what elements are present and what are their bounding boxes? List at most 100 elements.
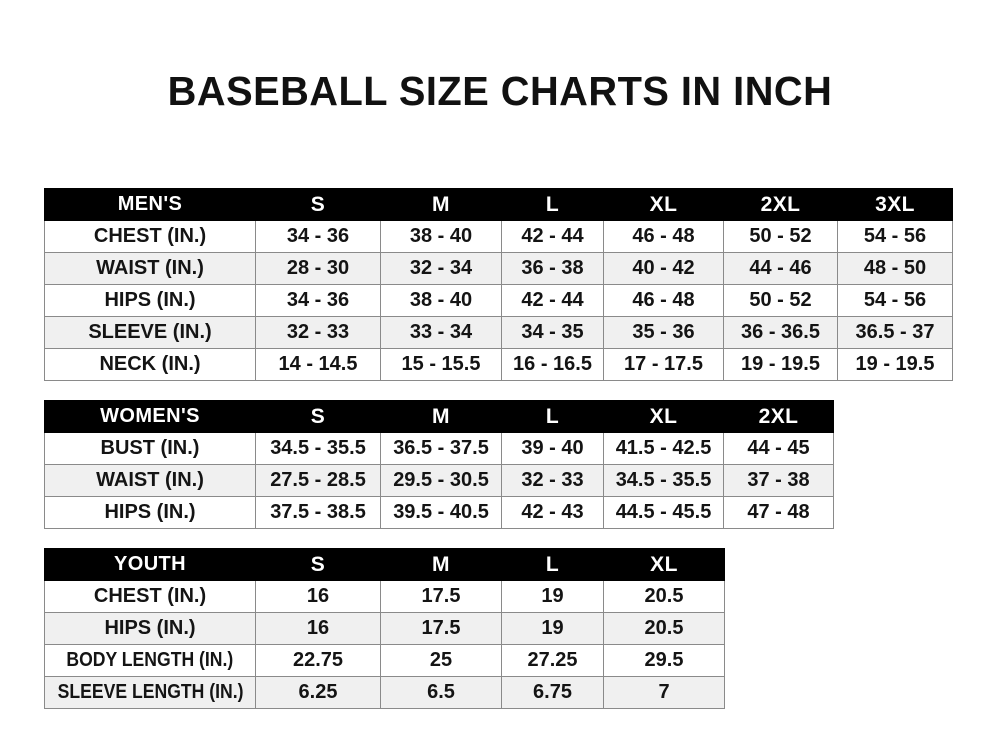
table-row: WAIST (IN.) 27.5 - 28.5 29.5 - 30.5 32 -… <box>44 464 834 497</box>
row-label: SLEEVE (IN.) <box>44 316 256 349</box>
table-cell: 40 - 42 <box>603 252 724 285</box>
table-cell: 54 - 56 <box>837 284 953 317</box>
mens-category-label: MEN'S <box>44 188 256 221</box>
womens-table-header-row: WOMEN'S S M L XL 2XL <box>44 400 834 433</box>
mens-table-header-row: MEN'S S M L XL 2XL 3XL <box>44 188 953 221</box>
table-cell: 15 - 15.5 <box>380 348 502 381</box>
table-cell: 42 - 44 <box>501 284 604 317</box>
row-label-text: SLEEVE LENGTH (IN.) <box>57 681 244 703</box>
table-cell: 46 - 48 <box>603 220 724 253</box>
table-cell: 32 - 33 <box>501 464 604 497</box>
table-cell: 22.75 <box>255 644 381 677</box>
row-label: WAIST (IN.) <box>44 252 256 285</box>
table-cell: 17.5 <box>380 612 502 645</box>
table-cell: 34.5 - 35.5 <box>255 432 381 465</box>
table-cell: 27.25 <box>501 644 604 677</box>
table-cell: 36.5 - 37 <box>837 316 953 349</box>
youth-size-header-l: L <box>501 548 604 581</box>
table-cell: 46 - 48 <box>603 284 724 317</box>
table-cell: 14 - 14.5 <box>255 348 381 381</box>
table-cell: 20.5 <box>603 580 725 613</box>
table-cell: 34 - 36 <box>255 220 381 253</box>
table-cell: 16 <box>255 612 381 645</box>
womens-size-header-m: M <box>380 400 502 433</box>
row-label: CHEST (IN.) <box>44 220 256 253</box>
table-cell: 17.5 <box>380 580 502 613</box>
womens-size-header-xl: XL <box>603 400 724 433</box>
mens-size-header-3xl: 3XL <box>837 188 953 221</box>
table-cell: 29.5 - 30.5 <box>380 464 502 497</box>
table-cell: 35 - 36 <box>603 316 724 349</box>
table-cell: 36 - 36.5 <box>723 316 838 349</box>
table-cell: 36.5 - 37.5 <box>380 432 502 465</box>
youth-table-header-row: YOUTH S M L XL <box>44 548 725 581</box>
table-row: NECK (IN.) 14 - 14.5 15 - 15.5 16 - 16.5… <box>44 348 953 381</box>
row-label-text: BODY LENGTH (IN.) <box>66 649 234 671</box>
table-cell: 6.25 <box>255 676 381 709</box>
mens-size-header-xl: XL <box>603 188 724 221</box>
mens-size-header-s: S <box>255 188 381 221</box>
table-cell: 6.5 <box>380 676 502 709</box>
womens-size-header-2xl: 2XL <box>723 400 834 433</box>
table-cell: 42 - 44 <box>501 220 604 253</box>
table-cell: 32 - 34 <box>380 252 502 285</box>
table-cell: 44 - 45 <box>723 432 834 465</box>
table-cell: 19 <box>501 580 604 613</box>
table-row: HIPS (IN.) 16 17.5 19 20.5 <box>44 612 725 645</box>
table-cell: 37 - 38 <box>723 464 834 497</box>
table-cell: 37.5 - 38.5 <box>255 496 381 529</box>
table-cell: 48 - 50 <box>837 252 953 285</box>
row-label: CHEST (IN.) <box>44 580 256 613</box>
womens-size-table: WOMEN'S S M L XL 2XL BUST (IN.) 34.5 - 3… <box>44 400 834 529</box>
table-cell: 19 <box>501 612 604 645</box>
table-cell: 34 - 36 <box>255 284 381 317</box>
table-cell: 38 - 40 <box>380 284 502 317</box>
row-label: NECK (IN.) <box>44 348 256 381</box>
table-cell: 25 <box>380 644 502 677</box>
table-row: BODY LENGTH (IN.) 22.75 25 27.25 29.5 <box>44 644 725 677</box>
youth-size-header-xl: XL <box>603 548 725 581</box>
table-cell: 41.5 - 42.5 <box>603 432 724 465</box>
table-cell: 20.5 <box>603 612 725 645</box>
youth-size-header-m: M <box>380 548 502 581</box>
table-cell: 50 - 52 <box>723 284 838 317</box>
womens-category-label: WOMEN'S <box>44 400 256 433</box>
table-cell: 28 - 30 <box>255 252 381 285</box>
womens-size-header-l: L <box>501 400 604 433</box>
row-label: BODY LENGTH (IN.) <box>44 644 256 677</box>
table-cell: 27.5 - 28.5 <box>255 464 381 497</box>
womens-size-header-s: S <box>255 400 381 433</box>
page-title: BASEBALL SIZE CHARTS IN INCH <box>167 68 833 114</box>
youth-category-label: YOUTH <box>44 548 256 581</box>
table-cell: 7 <box>603 676 725 709</box>
row-label: SLEEVE LENGTH (IN.) <box>44 676 256 709</box>
mens-size-header-2xl: 2XL <box>723 188 838 221</box>
row-label: HIPS (IN.) <box>44 496 256 529</box>
mens-size-header-l: L <box>501 188 604 221</box>
table-cell: 6.75 <box>501 676 604 709</box>
row-label: BUST (IN.) <box>44 432 256 465</box>
table-row: HIPS (IN.) 37.5 - 38.5 39.5 - 40.5 42 - … <box>44 496 834 529</box>
table-cell: 33 - 34 <box>380 316 502 349</box>
table-row: SLEEVE (IN.) 32 - 33 33 - 34 34 - 35 35 … <box>44 316 953 349</box>
row-label: HIPS (IN.) <box>44 612 256 645</box>
row-label: WAIST (IN.) <box>44 464 256 497</box>
row-label: HIPS (IN.) <box>44 284 256 317</box>
table-row: HIPS (IN.) 34 - 36 38 - 40 42 - 44 46 - … <box>44 284 953 317</box>
table-row: BUST (IN.) 34.5 - 35.5 36.5 - 37.5 39 - … <box>44 432 834 465</box>
table-cell: 50 - 52 <box>723 220 838 253</box>
table-cell: 19 - 19.5 <box>837 348 953 381</box>
youth-size-table: YOUTH S M L XL CHEST (IN.) 16 17.5 19 20… <box>44 548 725 709</box>
table-cell: 34 - 35 <box>501 316 604 349</box>
table-cell: 29.5 <box>603 644 725 677</box>
table-cell: 47 - 48 <box>723 496 834 529</box>
table-cell: 44 - 46 <box>723 252 838 285</box>
table-cell: 39.5 - 40.5 <box>380 496 502 529</box>
mens-size-table: MEN'S S M L XL 2XL 3XL CHEST (IN.) 34 - … <box>44 188 953 381</box>
table-row: WAIST (IN.) 28 - 30 32 - 34 36 - 38 40 -… <box>44 252 953 285</box>
table-cell: 36 - 38 <box>501 252 604 285</box>
table-cell: 32 - 33 <box>255 316 381 349</box>
mens-size-header-m: M <box>380 188 502 221</box>
table-cell: 38 - 40 <box>380 220 502 253</box>
